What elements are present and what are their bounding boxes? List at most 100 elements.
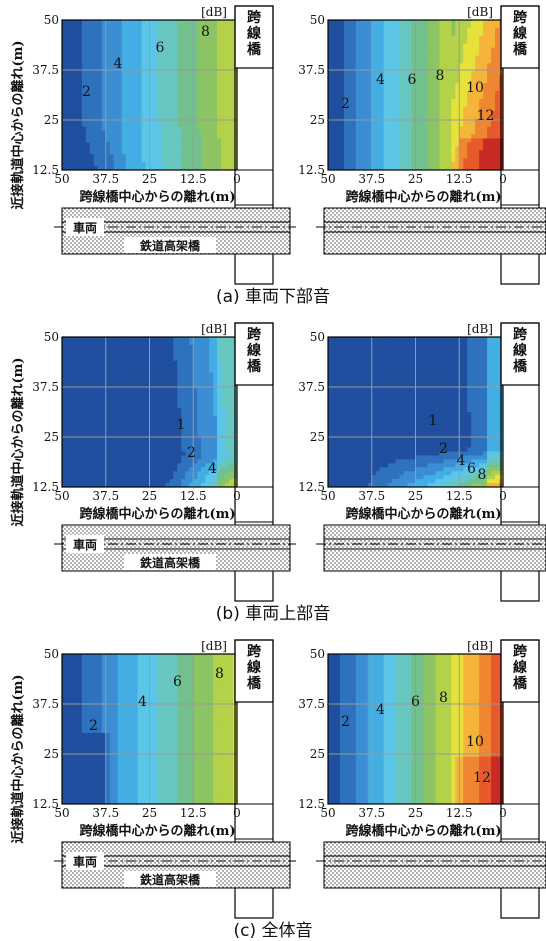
heatmap-cell xyxy=(117,479,123,484)
heatmap-cell xyxy=(363,55,369,60)
heatmap-cell xyxy=(411,55,416,60)
heatmap-cell xyxy=(113,71,119,76)
heatmap-cell xyxy=(141,388,146,393)
heatmap-cell xyxy=(451,102,456,108)
heatmap-cell xyxy=(93,55,99,60)
heatmap-cell xyxy=(117,423,123,429)
heatmap-cell xyxy=(65,146,71,151)
heatmap-cell xyxy=(141,87,146,92)
heatmap-cell xyxy=(347,150,353,155)
heatmap-cell xyxy=(89,27,95,33)
heatmap-cell xyxy=(169,114,174,120)
heatmap-cell xyxy=(105,408,111,413)
heatmap-cell xyxy=(335,98,341,104)
heatmap-cell xyxy=(129,340,134,346)
heatmap-cell xyxy=(229,47,234,52)
heatmap-cell xyxy=(411,130,416,135)
heatmap-cell xyxy=(97,83,103,88)
heatmap-cell xyxy=(85,91,91,96)
heatmap-cell xyxy=(467,122,472,127)
heatmap-cell xyxy=(113,337,119,342)
heatmap-cell xyxy=(62,150,67,155)
x-tick-label: 0 xyxy=(233,172,241,186)
heatmap-cell xyxy=(221,106,226,112)
heatmap-cell xyxy=(431,166,436,171)
heatmap-cell xyxy=(117,150,123,155)
heatmap-cell xyxy=(375,27,381,33)
heatmap-cell xyxy=(339,23,345,29)
heatmap-cell xyxy=(153,158,158,163)
heatmap-cell xyxy=(65,400,71,405)
heatmap-cell xyxy=(447,31,452,37)
heatmap-cell xyxy=(73,364,79,369)
heatmap-cell xyxy=(483,142,488,147)
heatmap-cell xyxy=(169,31,174,37)
heatmap-cell xyxy=(149,419,154,425)
heatmap-cell xyxy=(129,372,134,377)
heatmap-cell xyxy=(213,408,218,413)
heatmap-cell xyxy=(415,39,420,45)
heatmap-cell xyxy=(221,118,226,124)
heatmap-cell xyxy=(339,106,345,112)
heatmap-cell xyxy=(157,39,162,45)
heatmap-cell xyxy=(213,337,218,342)
heatmap-cell xyxy=(359,23,365,29)
heatmap-cell xyxy=(165,87,170,92)
heatmap-cell xyxy=(73,479,79,484)
heatmap-cell xyxy=(177,467,182,472)
contour-label: 8 xyxy=(201,24,210,40)
heatmap-cell xyxy=(197,348,202,354)
heatmap-cell xyxy=(121,415,127,421)
heatmap-cell xyxy=(169,471,174,476)
heatmap-cell xyxy=(89,380,95,385)
heatmap-cell xyxy=(455,134,460,139)
heatmap-cell xyxy=(153,348,158,354)
heatmap-cell xyxy=(363,91,369,96)
heatmap-cell xyxy=(209,427,214,433)
heatmap-cell xyxy=(165,166,170,171)
heatmap-cell xyxy=(491,31,496,37)
heatmap-cell xyxy=(157,364,162,369)
heatmap-cell xyxy=(81,455,87,460)
heatmap-cell xyxy=(379,59,385,64)
heatmap-cell xyxy=(221,380,226,385)
heatmap-cell xyxy=(77,98,83,104)
heatmap-cell xyxy=(379,122,385,127)
heatmap-cell xyxy=(411,23,416,29)
heatmap-cell xyxy=(363,20,369,25)
heatmap-cell xyxy=(209,95,214,100)
heatmap-cell xyxy=(125,435,131,441)
heatmap-cell xyxy=(129,55,134,60)
heatmap-cell xyxy=(411,142,416,147)
heatmap-cell xyxy=(383,31,389,37)
heatmap-cell xyxy=(117,75,123,80)
heatmap-cell xyxy=(109,451,115,456)
heatmap-cell xyxy=(157,158,162,163)
heatmap-cell xyxy=(395,166,400,171)
heatmap-cell xyxy=(431,106,436,112)
heatmap-cell xyxy=(62,47,67,52)
heatmap-cell xyxy=(399,35,404,41)
heatmap-cell xyxy=(201,372,206,377)
heatmap-cell xyxy=(69,43,75,49)
heatmap-cell xyxy=(379,43,385,49)
heatmap-cell xyxy=(185,146,190,151)
heatmap-cell xyxy=(335,59,341,64)
heatmap-cell xyxy=(201,142,206,147)
heatmap-cell xyxy=(467,27,472,33)
heatmap-cell xyxy=(69,340,75,346)
heatmap-cell xyxy=(189,71,194,76)
heatmap-cell xyxy=(113,31,119,37)
heatmap-cell xyxy=(153,43,158,49)
heatmap-cell xyxy=(217,95,222,100)
heatmap-cell xyxy=(153,47,158,52)
heatmap-cell xyxy=(217,87,222,92)
heatmap-cell xyxy=(89,408,95,413)
heatmap-cell xyxy=(435,98,440,104)
heatmap-cell xyxy=(193,158,198,163)
heatmap-cell xyxy=(105,110,111,116)
heatmap-cell xyxy=(189,360,194,366)
heatmap-cell xyxy=(129,106,134,112)
heatmap-cell xyxy=(149,63,154,68)
heatmap-cell xyxy=(113,91,119,96)
